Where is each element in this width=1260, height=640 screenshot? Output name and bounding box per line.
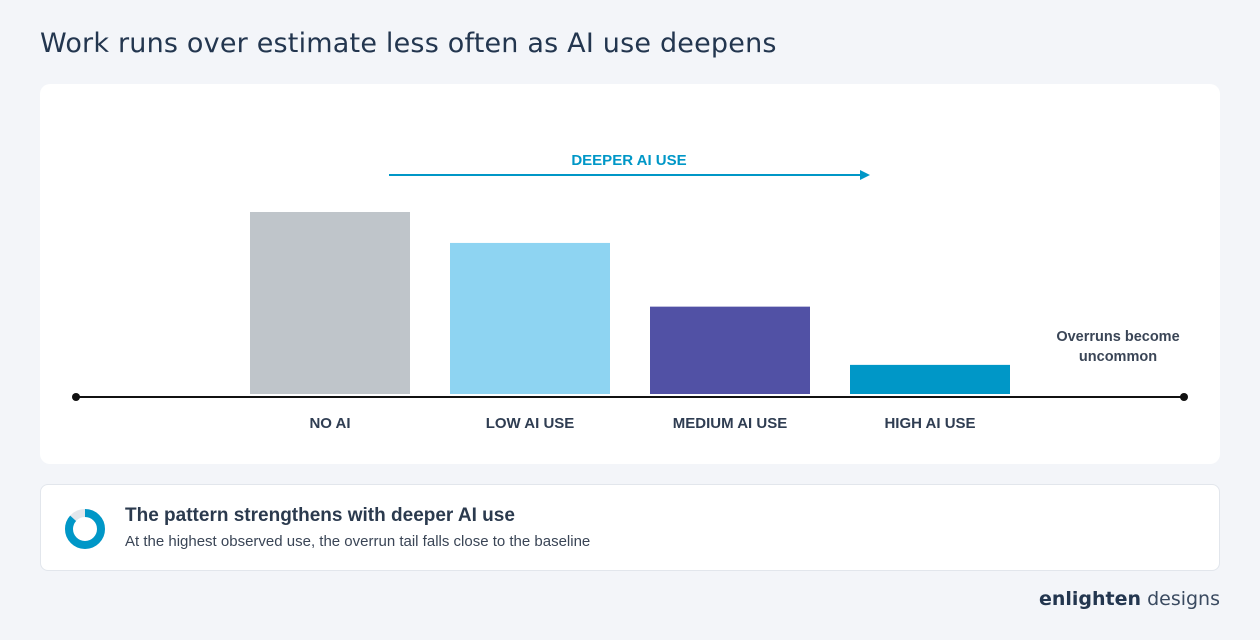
x-tick-label: LOW AI USE: [486, 415, 575, 432]
insight-text: At the highest observed use, the overrun…: [125, 533, 591, 550]
x-tick-label: MEDIUM AI USE: [673, 415, 787, 432]
brand-name-part1: enlighten: [1038, 588, 1142, 610]
page-title: Work runs over estimate less often as AI…: [40, 28, 777, 59]
arrow-head-icon: [860, 170, 870, 180]
chart-card: NO AI LOW AI USE MEDIUM AI USE HIGH AI USE D…: [40, 84, 1220, 464]
end-annotation-line: uncommon: [1079, 349, 1157, 365]
bar: [250, 212, 410, 394]
brand-name-part2: designs: [1147, 588, 1220, 610]
end-annotation-line: Overruns become: [1056, 329, 1179, 345]
insight-heading: The pattern strengthens with deeper AI u…: [125, 505, 515, 526]
insight-card: The pattern strengthens with deeper AI u…: [40, 484, 1220, 571]
donut-icon: [65, 509, 105, 549]
axis-end-dot: [1180, 393, 1188, 401]
arrow-label: DEEPER AI USE: [571, 152, 686, 169]
x-tick-label: NO AI: [309, 415, 350, 432]
bar-chart: NO AI LOW AI USE MEDIUM AI USE HIGH AI USE D…: [72, 152, 1188, 432]
bar: [450, 242, 610, 394]
bar: [650, 306, 810, 394]
bar: [850, 364, 1010, 394]
brand-logo: enlighten designs: [1039, 588, 1220, 610]
axis-start-dot: [72, 393, 80, 401]
x-tick-label: HIGH AI USE: [884, 415, 975, 432]
